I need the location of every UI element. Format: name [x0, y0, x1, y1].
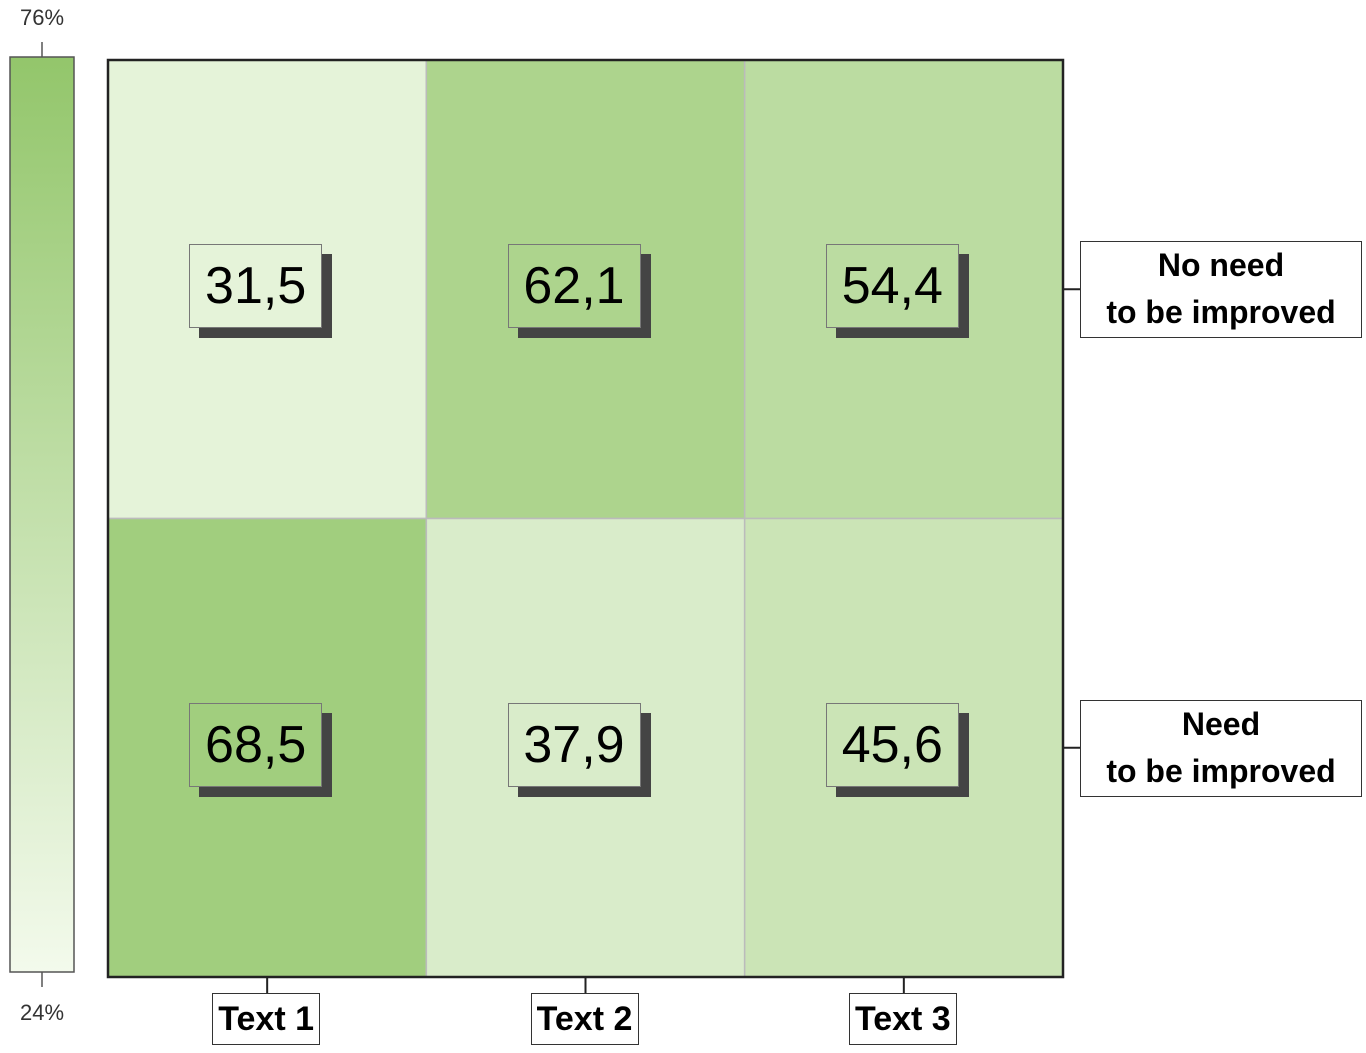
value-label: 62,1 [507, 244, 641, 329]
x-tick-label: Text 3 [848, 993, 957, 1045]
x-tick-label: Text 2 [530, 993, 639, 1045]
value-label: 45,6 [825, 702, 959, 787]
colorbar-tick-label: 76% [19, 5, 65, 30]
colorbar [9, 56, 75, 973]
value-label: 31,5 [189, 244, 323, 329]
y-tick-label: Need to be improved [1080, 699, 1362, 797]
colorbar-tick-label: 24% [19, 1000, 65, 1025]
x-tick-label: Text 1 [212, 993, 321, 1045]
value-label: 54,4 [825, 244, 959, 329]
value-label: 37,9 [507, 702, 641, 787]
value-label: 68,5 [189, 702, 323, 787]
y-tick-label: No need to be improved [1080, 241, 1362, 339]
